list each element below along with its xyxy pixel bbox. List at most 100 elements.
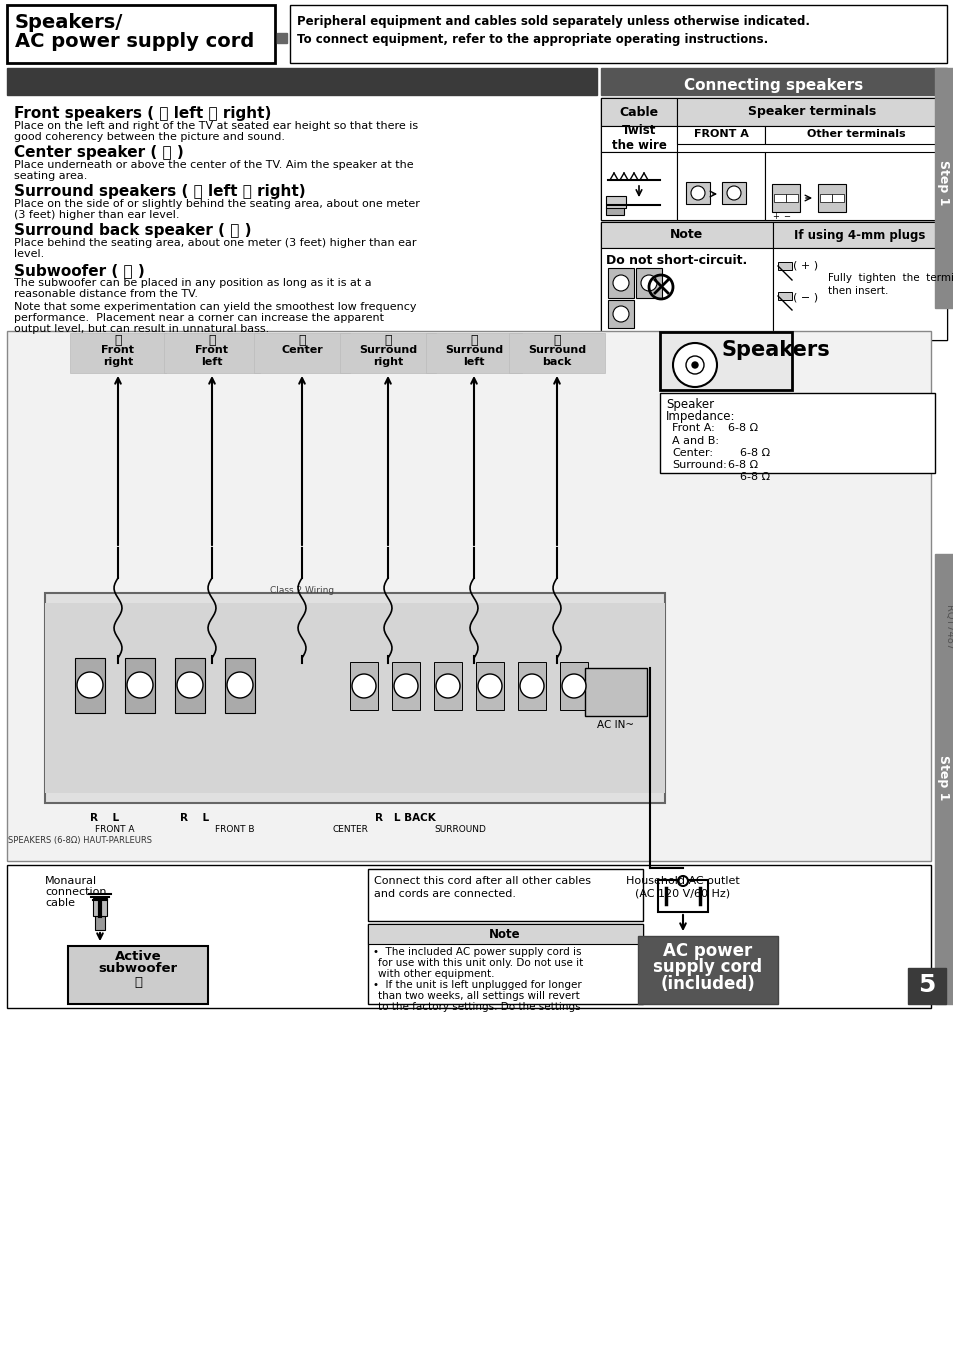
Text: performance.  Placement near a corner can increase the apparent: performance. Placement near a corner can… [14, 313, 384, 324]
Text: R   L BACK: R L BACK [375, 813, 436, 824]
Bar [764, 125, 946, 144]
Text: seating area.: seating area. [14, 171, 88, 181]
Bar [392, 662, 419, 710]
Bar [820, 194, 831, 202]
Text: Front
left: Front left [195, 345, 229, 367]
Text: then insert.: then insert. [827, 286, 887, 297]
Text: −: − [782, 212, 789, 221]
Bar [605, 195, 625, 208]
Bar [605, 208, 623, 214]
Bar [584, 669, 646, 716]
Text: level.: level. [14, 249, 44, 259]
Bar [934, 67, 953, 307]
Bar [517, 662, 545, 710]
Text: Fully  tighten  the  terminal,: Fully tighten the terminal, [827, 274, 953, 283]
Circle shape [177, 673, 203, 698]
Text: output level, but can result in unnatural bass.: output level, but can result in unnatura… [14, 324, 269, 334]
Text: Impedance:: Impedance: [665, 410, 735, 423]
Text: Place on the side of or slightly behind the seating area, about one meter: Place on the side of or slightly behind … [14, 200, 419, 209]
Bar [7, 865, 930, 1008]
Text: To connect equipment, refer to the appropriate operating instructions.: To connect equipment, refer to the appro… [296, 32, 767, 46]
Text: Center speaker ( Ⓒ ): Center speaker ( Ⓒ ) [14, 146, 184, 160]
Text: Note: Note [489, 927, 520, 941]
Text: Surround:: Surround: [671, 460, 726, 470]
Circle shape [477, 674, 501, 698]
Text: SPEAKERS (6-8Ω) HAUT-PARLEURS: SPEAKERS (6-8Ω) HAUT-PARLEURS [8, 836, 152, 845]
Text: If using 4-mm plugs: If using 4-mm plugs [794, 229, 924, 241]
Text: good coherency between the picture and sound.: good coherency between the picture and s… [14, 132, 285, 142]
Bar [45, 593, 664, 803]
Text: Step 1: Step 1 [937, 755, 949, 801]
Bar [600, 67, 946, 94]
Bar [659, 332, 791, 390]
Bar [907, 968, 945, 1004]
Bar [509, 333, 604, 373]
Text: ( − ): ( − ) [792, 293, 818, 303]
Text: Active: Active [114, 950, 161, 962]
Bar [607, 301, 634, 328]
Text: Place underneath or above the center of the TV. Aim the speaker at the: Place underneath or above the center of … [14, 160, 414, 170]
Text: 6-8 Ω: 6-8 Ω [740, 448, 769, 458]
Circle shape [394, 674, 417, 698]
Bar [778, 262, 791, 270]
Text: FRONT B: FRONT B [215, 825, 254, 834]
Text: Place behind the seating area, about one meter (3 feet) higher than ear: Place behind the seating area, about one… [14, 239, 416, 248]
Bar [773, 194, 785, 202]
Bar [636, 268, 661, 298]
Text: FRONT A: FRONT A [693, 129, 748, 139]
Text: Surround
right: Surround right [358, 345, 416, 367]
Circle shape [519, 674, 543, 698]
Bar [600, 222, 772, 248]
Text: supply cord: supply cord [653, 958, 761, 976]
Text: Connecting speakers: Connecting speakers [683, 78, 862, 93]
Text: AC power supply cord: AC power supply cord [15, 32, 254, 51]
Bar [7, 5, 274, 63]
Bar [253, 333, 350, 373]
Bar [426, 333, 521, 373]
Text: Center:: Center: [671, 448, 712, 458]
Text: Note that some experimentation can yield the smoothest low frequency: Note that some experimentation can yield… [14, 302, 416, 311]
Bar [785, 194, 797, 202]
Text: Front
right: Front right [101, 345, 134, 367]
Text: Surround speakers ( Ⓓ left Ⓔ right): Surround speakers ( Ⓓ left Ⓔ right) [14, 183, 305, 200]
Text: Other terminals: Other terminals [806, 129, 904, 139]
Bar [677, 98, 946, 125]
Text: Speaker: Speaker [665, 398, 714, 411]
Text: reasonable distance from the TV.: reasonable distance from the TV. [14, 288, 198, 299]
Text: SURROUND: SURROUND [434, 825, 485, 834]
Circle shape [77, 673, 103, 698]
Text: •  The included AC power supply cord is: • The included AC power supply cord is [373, 948, 581, 957]
Text: The subwoofer can be placed in any position as long as it is at a: The subwoofer can be placed in any posit… [14, 278, 372, 288]
Bar [70, 333, 166, 373]
Text: for use with this unit only. Do not use it: for use with this unit only. Do not use … [377, 958, 582, 968]
Bar [559, 662, 587, 710]
Text: Ⓐ: Ⓐ [208, 334, 215, 346]
Text: Ⓖ: Ⓖ [133, 976, 142, 989]
Text: R    L: R L [180, 813, 209, 824]
Text: Surround
back: Surround back [527, 345, 585, 367]
Text: Ⓒ: Ⓒ [298, 334, 305, 346]
Text: Twist
the wire: Twist the wire [611, 124, 666, 152]
Circle shape [726, 186, 740, 200]
Bar [778, 293, 791, 301]
Text: A and B:: A and B: [671, 435, 719, 446]
Text: subwoofer: subwoofer [98, 962, 177, 975]
Bar [934, 554, 953, 1004]
Circle shape [672, 342, 717, 387]
Circle shape [678, 876, 687, 886]
Bar [434, 662, 461, 710]
Text: Step 1: Step 1 [937, 160, 949, 206]
Bar [368, 869, 642, 921]
Text: Cable: Cable [618, 105, 658, 119]
Text: Speaker terminals: Speaker terminals [747, 105, 875, 119]
Text: Front speakers ( Ⓐ left Ⓑ right): Front speakers ( Ⓐ left Ⓑ right) [14, 106, 271, 121]
Bar [164, 333, 260, 373]
Bar [600, 125, 677, 152]
Bar [772, 248, 946, 340]
Text: connection: connection [45, 887, 107, 896]
Bar [771, 183, 800, 212]
Text: with other equipment.: with other equipment. [377, 969, 494, 979]
Text: 6-8 Ω: 6-8 Ω [727, 423, 758, 433]
Bar [290, 5, 946, 63]
Circle shape [227, 673, 253, 698]
